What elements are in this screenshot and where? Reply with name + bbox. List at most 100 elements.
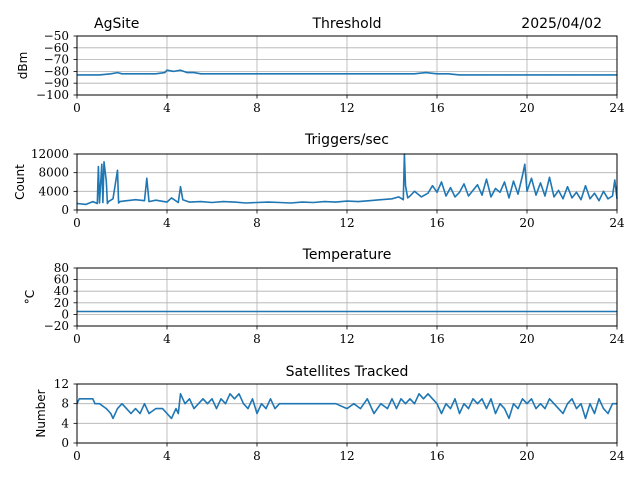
data-point [449, 187, 452, 189]
x-tick-label: 0 [73, 216, 81, 230]
data-point [116, 169, 119, 171]
data-point [494, 412, 497, 415]
data-point [544, 195, 546, 197]
x-tick-label: 16 [429, 216, 444, 230]
data-point [499, 403, 501, 405]
data-point [580, 403, 582, 405]
data-point [102, 201, 104, 204]
data-point [391, 198, 393, 200]
data-point [166, 201, 168, 203]
x-tick-label: 8 [253, 101, 261, 115]
x-tick-label: 20 [519, 449, 534, 463]
data-point [78, 398, 80, 400]
data-point [265, 408, 267, 410]
site-name: AgSite [94, 16, 139, 32]
data-point [503, 74, 506, 76]
data-point [233, 201, 236, 203]
data-point [425, 72, 427, 74]
data-point [503, 181, 506, 183]
data-point [535, 194, 537, 196]
data-point [445, 403, 447, 405]
data-point [98, 74, 101, 76]
y-tick-label: 80 [54, 261, 69, 275]
panel-title: Triggers/sec [304, 132, 389, 148]
data-point [494, 187, 497, 190]
data-point [256, 73, 258, 75]
data-point [602, 190, 605, 192]
data-point [132, 73, 134, 75]
data-point [481, 74, 483, 76]
data-point [485, 178, 488, 180]
data-point [571, 74, 573, 76]
data-point [222, 201, 224, 203]
data-point [220, 398, 222, 400]
data-point [499, 191, 501, 193]
data-point [110, 412, 112, 415]
data-point [366, 398, 368, 400]
data-point [436, 73, 438, 75]
x-tick-label: 16 [429, 101, 444, 115]
data-point [402, 73, 404, 75]
data-point [440, 412, 443, 415]
data-point [467, 408, 470, 410]
data-point [472, 189, 474, 191]
y-tick-label: 0 [61, 203, 69, 217]
series-line [76, 392, 617, 420]
data-point [418, 393, 420, 395]
data-point [245, 202, 247, 204]
data-point [548, 74, 551, 76]
data-point [476, 184, 479, 186]
data-point [110, 73, 112, 75]
data-point [323, 201, 326, 203]
data-point [260, 403, 263, 405]
data-point [155, 73, 157, 75]
data-point [94, 403, 96, 405]
data-point [197, 403, 200, 405]
data-point [589, 403, 591, 405]
x-tick-label: 4 [163, 101, 171, 115]
x-tick-label: 24 [609, 332, 625, 346]
data-point [134, 408, 137, 410]
data-point [571, 197, 573, 199]
data-point [463, 403, 465, 405]
data-point [116, 72, 119, 74]
data-point [611, 195, 614, 197]
x-tick-label: 20 [519, 101, 534, 115]
x-tick-label: 8 [253, 449, 261, 463]
x-tick-label: 24 [609, 449, 625, 463]
data-point [458, 191, 461, 193]
data-point [170, 197, 173, 199]
data-point [481, 398, 483, 400]
data-point [593, 412, 596, 415]
data-point [391, 398, 393, 400]
data-point [611, 403, 614, 405]
data-point [447, 73, 449, 75]
x-tick-label: 8 [253, 332, 261, 346]
x-tick-label: 20 [519, 332, 534, 346]
data-point [134, 199, 137, 201]
data-point [101, 163, 103, 165]
data-point [105, 408, 107, 410]
data-point [103, 161, 105, 163]
data-point [143, 73, 146, 75]
data-point [107, 201, 110, 203]
x-tick-label: 16 [429, 332, 444, 346]
data-point [92, 201, 94, 203]
data-point [98, 202, 101, 204]
data-point [539, 182, 542, 184]
data-point [602, 408, 605, 410]
series-line [77, 69, 617, 76]
chart-panel: 0 4 8 12 16 20 24 0 4000 8000 12000 Triggers/sec Cou… [13, 132, 625, 230]
data-point [98, 403, 101, 405]
data-point [407, 197, 409, 199]
data-point [526, 74, 528, 76]
data-point [530, 398, 533, 400]
data-point [490, 196, 492, 198]
data-point [476, 403, 479, 405]
data-point [521, 174, 524, 177]
data-point [413, 403, 416, 405]
data-point [175, 408, 177, 410]
data-point [170, 417, 173, 419]
